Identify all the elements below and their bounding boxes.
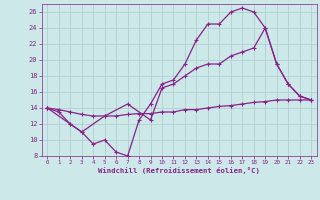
X-axis label: Windchill (Refroidissement éolien,°C): Windchill (Refroidissement éolien,°C) [98, 167, 260, 174]
